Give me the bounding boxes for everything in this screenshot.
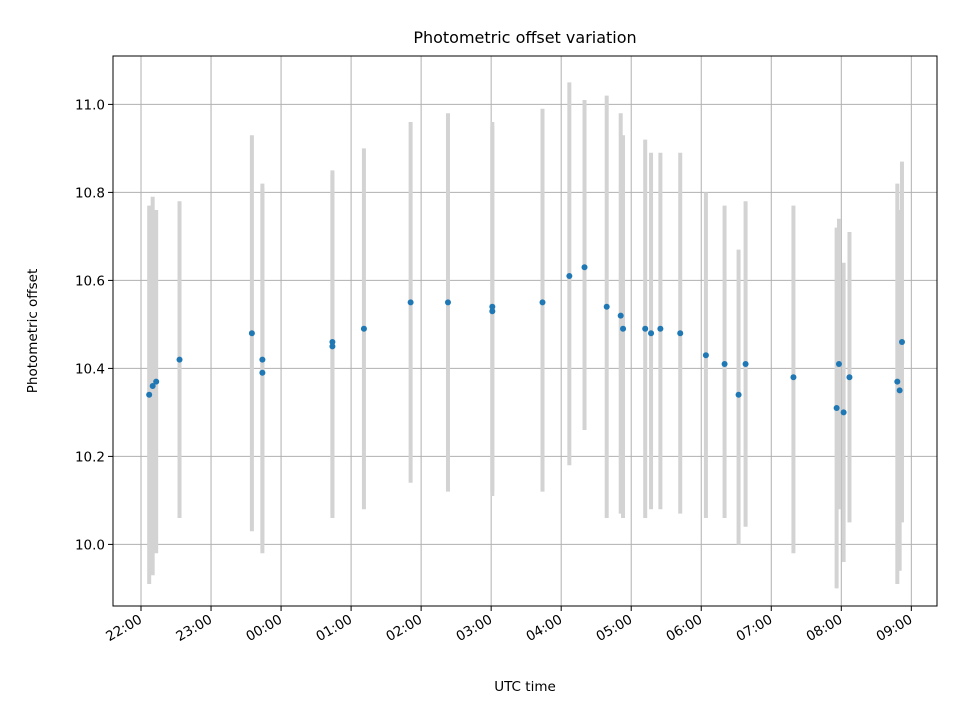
data-points: [146, 264, 905, 416]
y-tick-label: 10.8: [75, 185, 105, 201]
chart-title: Photometric offset variation: [413, 28, 636, 47]
data-point: [153, 378, 160, 385]
data-point: [259, 369, 266, 376]
data-point: [489, 308, 496, 315]
data-point: [581, 264, 588, 271]
data-point: [721, 361, 728, 367]
data-point: [840, 409, 847, 416]
data-point: [617, 312, 624, 319]
data-point: [790, 374, 797, 381]
data-point: [539, 299, 546, 306]
y-tick-label: 11.0: [75, 97, 105, 113]
data-point: [657, 325, 664, 332]
data-point: [329, 343, 336, 350]
y-tick-label: 10.0: [75, 537, 105, 553]
data-point: [259, 356, 266, 363]
data-point: [360, 325, 367, 332]
data-point: [898, 339, 905, 345]
data-point: [702, 352, 709, 359]
data-point: [648, 330, 655, 337]
y-tick-label: 10.2: [75, 449, 105, 465]
data-point: [603, 303, 610, 310]
data-point: [489, 303, 496, 310]
data-point: [566, 273, 573, 279]
y-axis-ticks: 10.0 10.2 10.4 10.6 10.8 11.0: [75, 97, 113, 553]
data-point: [677, 330, 684, 337]
x-axis-label: UTC time: [494, 679, 556, 695]
data-point: [248, 330, 255, 337]
y-tick-label: 10.4: [75, 361, 105, 377]
data-point: [735, 391, 742, 398]
data-point: [833, 405, 840, 411]
data-point: [835, 361, 842, 367]
data-point: [620, 325, 627, 332]
y-axis-label: Photometric offset: [25, 269, 41, 393]
data-point: [894, 378, 901, 385]
y-tick-label: 10.6: [75, 273, 105, 289]
data-point: [146, 391, 153, 398]
data-point: [176, 356, 183, 363]
data-point: [444, 299, 451, 306]
data-point: [642, 325, 649, 332]
data-point: [846, 374, 853, 381]
data-point: [896, 387, 903, 394]
data-point: [742, 361, 749, 367]
plot-frame: [112, 55, 938, 607]
data-point: [407, 299, 414, 306]
data-point: [149, 383, 156, 389]
data-point: [329, 339, 336, 345]
